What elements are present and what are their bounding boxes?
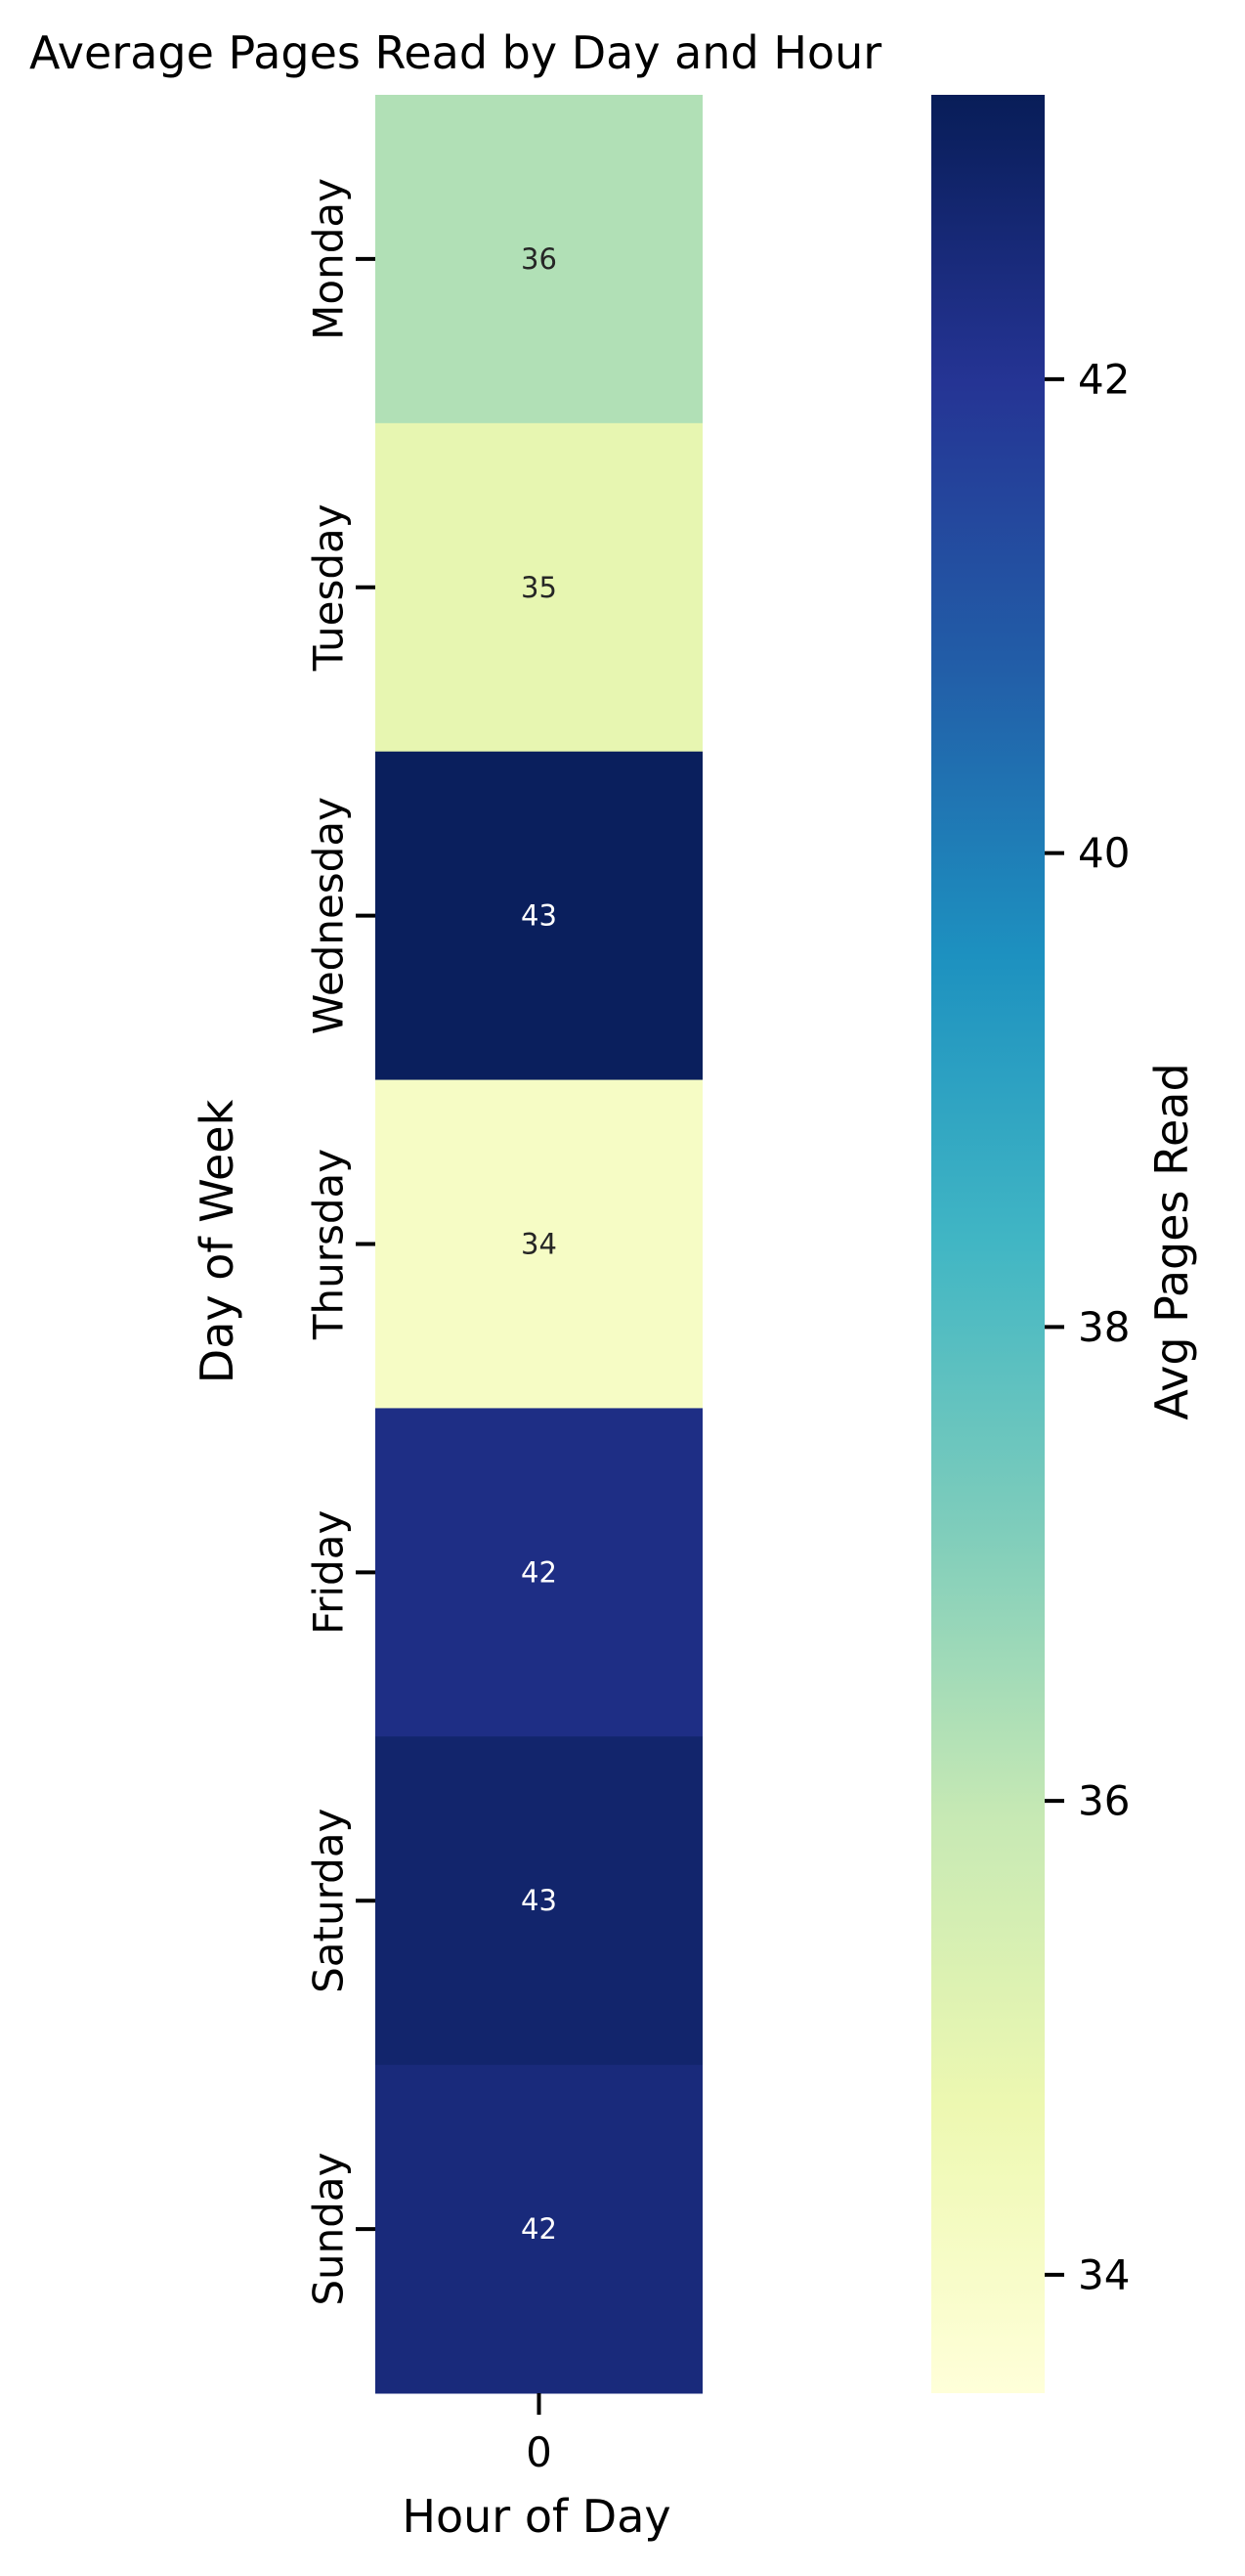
- colorbar-label: Avg Pages Read: [1145, 1063, 1198, 1419]
- heatmap-cell: [375, 422, 703, 753]
- heatmap-cell: [375, 1408, 703, 1737]
- heatmap-cell: [375, 751, 703, 1081]
- y-axis-tick-labels: Monday Tuesday Wednesday Thursday Friday Satu…: [305, 178, 353, 2306]
- y-tick-label: Sunday: [305, 2152, 353, 2305]
- x-tick-label: 0: [526, 2428, 552, 2476]
- cell-value-label: 36: [521, 242, 557, 276]
- y-tick-label: Saturday: [305, 1809, 353, 1993]
- heatmap-cells: 36 35 43 34 42 43 42: [375, 95, 703, 2394]
- chart-title: Average Pages Read by Day and Hour: [29, 26, 881, 79]
- y-axis-ticks: [356, 256, 375, 2232]
- cell-value-label: 42: [521, 2212, 557, 2246]
- heatmap-cell: [375, 95, 703, 424]
- y-tick-label: Wednesday: [305, 797, 353, 1034]
- colorbar: 34 36 38 40 42 Avg Pages Read: [931, 95, 1198, 2393]
- cell-value-label: 34: [521, 1228, 557, 1261]
- y-tick-label: Thursday: [305, 1149, 353, 1340]
- y-tick-label: Tuesday: [305, 503, 353, 672]
- cell-value-label: 43: [521, 1884, 557, 1917]
- colorbar-tick-label: 42: [1078, 355, 1130, 403]
- heatmap-cell: [375, 1079, 703, 1409]
- colorbar-ticks: 34 36 38 40 42: [1045, 355, 1130, 2298]
- colorbar-gradient: [931, 95, 1045, 2393]
- y-axis-label: Day of Week: [191, 1099, 243, 1383]
- y-tick-label: Monday: [305, 178, 353, 340]
- x-axis-label: Hour of Day: [402, 2490, 670, 2543]
- cell-value-label: 35: [521, 571, 557, 604]
- colorbar-tick-label: 38: [1078, 1303, 1130, 1351]
- heatmap-cell: [375, 2065, 703, 2394]
- colorbar-tick-label: 34: [1078, 2250, 1130, 2298]
- cell-value-label: 42: [521, 1555, 557, 1589]
- heatmap-cell: [375, 1736, 703, 2066]
- cell-value-label: 43: [521, 899, 557, 933]
- colorbar-tick-label: 40: [1078, 829, 1130, 877]
- x-axis-ticks: 0: [526, 2393, 552, 2476]
- y-tick-label: Friday: [305, 1510, 353, 1635]
- colorbar-tick-label: 36: [1078, 1777, 1130, 1825]
